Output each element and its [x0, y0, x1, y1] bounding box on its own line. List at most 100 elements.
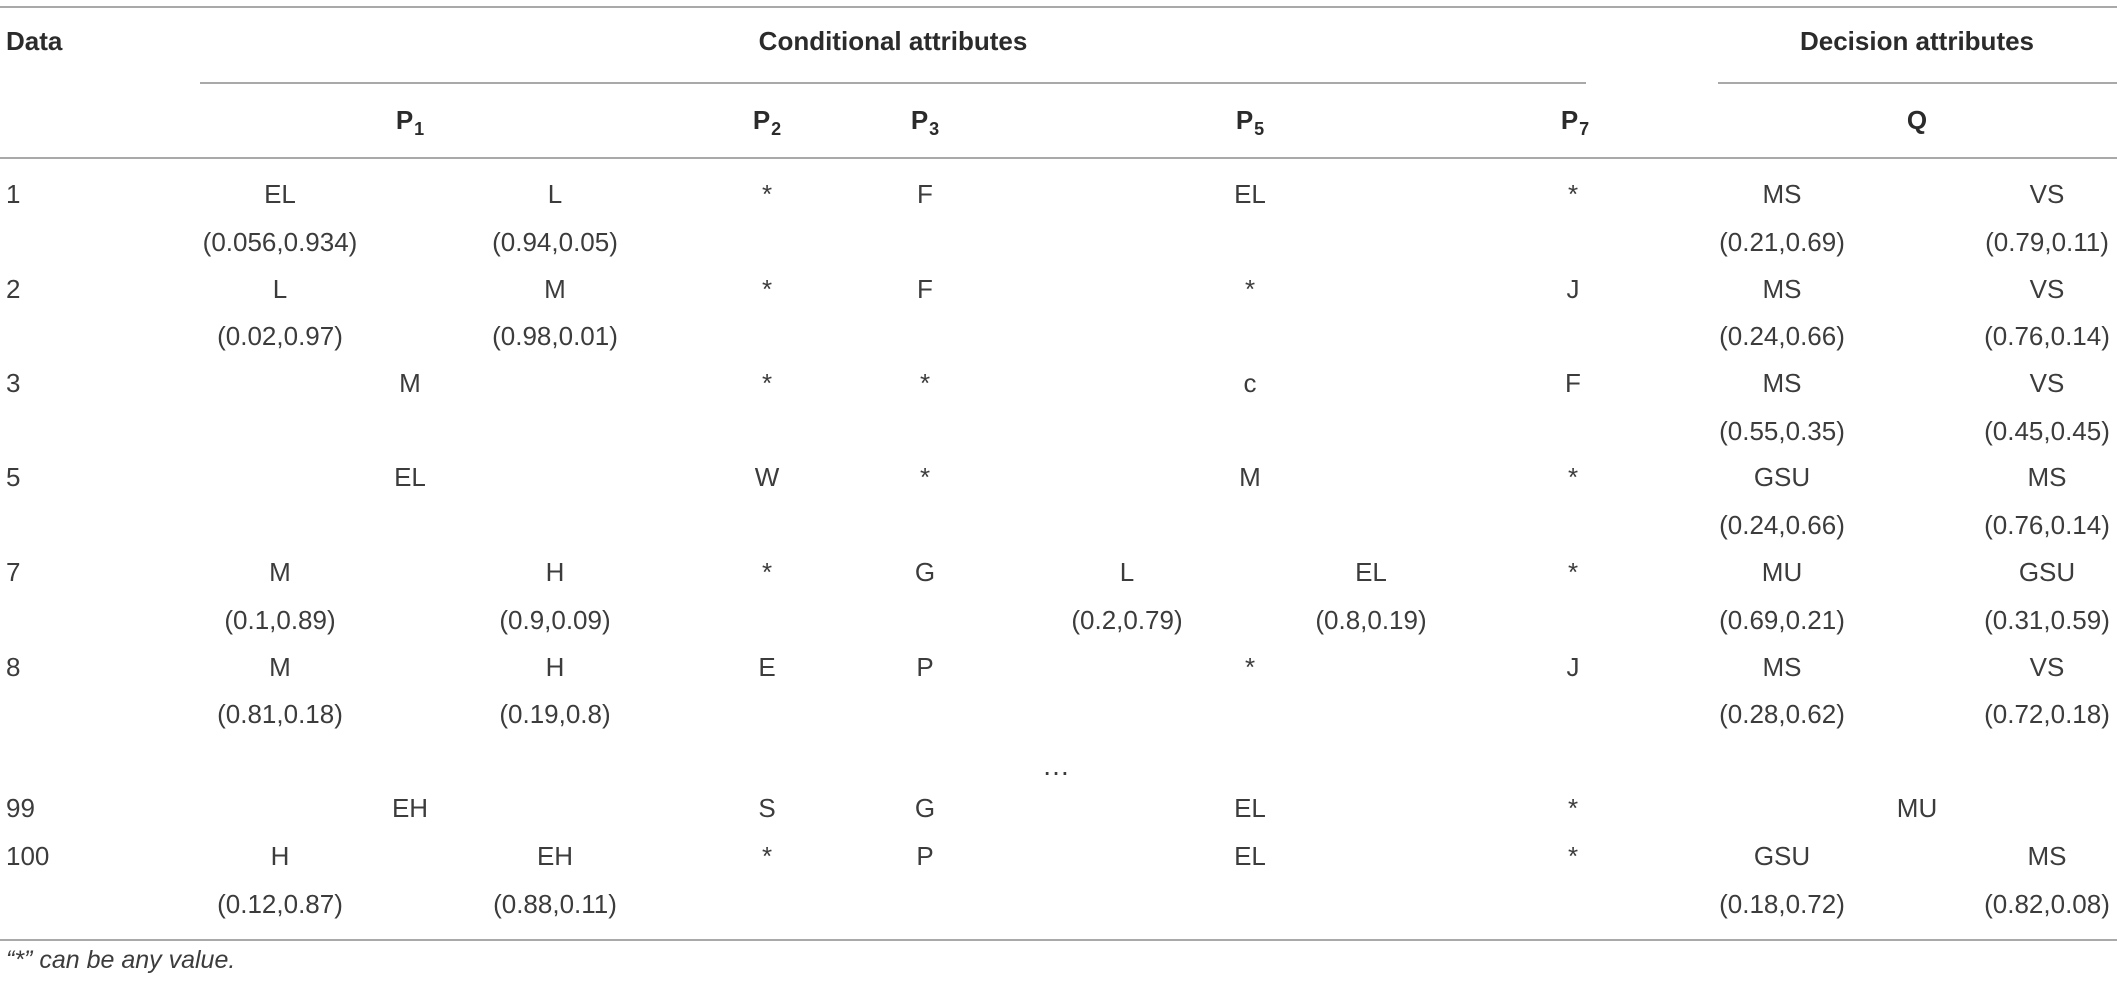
p1-value-b: (0.94,0.05): [492, 227, 618, 257]
p2-cell: *: [761, 368, 773, 398]
q-term-a: MS: [1762, 179, 1802, 209]
row-id: 3: [6, 368, 21, 398]
q-term-b: VS: [2029, 274, 2065, 304]
q-value-a: (0.55,0.35): [1719, 416, 1845, 446]
p1-cell: M: [399, 368, 421, 398]
p5-cell: c: [1243, 368, 1257, 398]
p5-cell: EL: [1234, 841, 1266, 871]
p5-cell: EL: [1234, 793, 1266, 823]
p1-value-b: (0.19,0.8): [499, 699, 611, 729]
q-term-b: GSU: [2018, 557, 2076, 587]
row-id: 7: [6, 557, 21, 587]
p7-cell: *: [1567, 462, 1579, 492]
q-term-a: MS: [1762, 368, 1802, 398]
p1-cell: EH: [391, 793, 429, 823]
p3-cell: G: [914, 793, 936, 823]
p3-cell: *: [919, 462, 931, 492]
p3-cell: P: [916, 652, 934, 682]
p1-term-b: H: [545, 652, 565, 682]
p7-cell: *: [1567, 841, 1579, 871]
p1-term-a: M: [269, 652, 291, 682]
p1-term-b: H: [545, 557, 565, 587]
q-value-b: (0.76,0.14): [1984, 510, 2110, 540]
row-id: 100: [6, 841, 50, 871]
p3-cell: G: [914, 557, 936, 587]
p1-term-a: H: [270, 841, 290, 871]
col-header-q: Q: [1906, 105, 1928, 135]
p1-value-b: (0.98,0.01): [492, 321, 618, 351]
p1-value-b: (0.88,0.11): [493, 889, 617, 919]
row-id: 1: [6, 179, 21, 209]
header-conditional-attributes: Conditional attributes: [758, 26, 1028, 56]
q-value-b: (0.45,0.45): [1984, 416, 2110, 446]
q-term-a: MS: [1762, 652, 1802, 682]
p3-cell: F: [917, 179, 933, 209]
row-id: 8: [6, 652, 21, 682]
q-term-a: MU: [1761, 557, 1803, 587]
p2-cell: W: [754, 462, 780, 492]
q-value-a: (0.28,0.62): [1719, 699, 1845, 729]
q-value-a: (0.24,0.66): [1719, 510, 1845, 540]
p5-value-b: (0.8,0.19): [1315, 605, 1427, 635]
col-header-p5: P5: [1235, 105, 1265, 139]
row-id: 2: [6, 274, 21, 304]
q-value-a: (0.24,0.66): [1719, 321, 1845, 351]
p5-value-a: (0.2,0.79): [1071, 605, 1183, 635]
p1-value-a: (0.1,0.89): [224, 605, 336, 635]
q-term-a: GSU: [1753, 462, 1811, 492]
ellipsis-row: …: [1042, 750, 1074, 781]
p1-term-b: M: [544, 274, 566, 304]
p1-term-a: M: [269, 557, 291, 587]
q-value-a: (0.21,0.69): [1719, 227, 1845, 257]
p1-value-a: (0.02,0.97): [217, 321, 343, 351]
p1-value-a: (0.81,0.18): [217, 699, 343, 729]
p5-term-a: L: [1119, 557, 1135, 587]
table-top-rule: [0, 6, 2117, 8]
q-value-b: (0.79,0.11): [1985, 227, 2109, 257]
header-decision-attributes: Decision attributes: [1799, 26, 2035, 56]
p1-term-a: EL: [264, 179, 296, 209]
header-data: Data: [6, 26, 63, 56]
p2-cell: *: [761, 179, 773, 209]
col-header-p3: P3: [910, 105, 940, 139]
header-bottom-rule: [0, 157, 2117, 159]
p3-cell: *: [919, 368, 931, 398]
table-bottom-rule: [0, 939, 2117, 941]
p5-term-b: EL: [1355, 557, 1387, 587]
p1-term-b: EH: [536, 841, 574, 871]
p1-value-a: (0.056,0.934): [202, 227, 358, 257]
p7-cell: *: [1567, 793, 1579, 823]
p1-value-b: (0.9,0.09): [499, 605, 611, 635]
p7-cell: F: [1565, 368, 1581, 398]
p5-cell: EL: [1234, 179, 1266, 209]
q-value-b: (0.31,0.59): [1984, 605, 2110, 635]
p7-cell: J: [1566, 652, 1580, 682]
p1-cell: EL: [394, 462, 426, 492]
q-value-b: (0.82,0.08): [1984, 889, 2110, 919]
p5-cell: *: [1244, 274, 1256, 304]
q-value-b: (0.72,0.18): [1984, 699, 2110, 729]
q-value-a: (0.69,0.21): [1719, 605, 1845, 635]
p2-cell: *: [761, 274, 773, 304]
p2-cell: *: [761, 841, 773, 871]
q-term-a: MS: [1762, 274, 1802, 304]
q-cell: MU: [1896, 793, 1938, 823]
p7-cell: J: [1566, 274, 1580, 304]
p2-cell: *: [761, 557, 773, 587]
p5-cell: *: [1244, 652, 1256, 682]
col-header-p2: P2: [752, 105, 782, 139]
q-term-b: VS: [2029, 179, 2065, 209]
q-term-b: MS: [2027, 462, 2067, 492]
row-id: 5: [6, 462, 21, 492]
p2-cell: E: [758, 652, 776, 682]
p5-cell: M: [1239, 462, 1261, 492]
p3-cell: F: [917, 274, 933, 304]
p1-value-a: (0.12,0.87): [217, 889, 343, 919]
p3-cell: P: [916, 841, 934, 871]
q-term-b: VS: [2029, 368, 2065, 398]
col-header-p1: P1: [395, 105, 425, 139]
q-term-a: GSU: [1753, 841, 1811, 871]
q-term-b: VS: [2029, 652, 2065, 682]
p2-cell: S: [758, 793, 776, 823]
q-term-b: MS: [2027, 841, 2067, 871]
